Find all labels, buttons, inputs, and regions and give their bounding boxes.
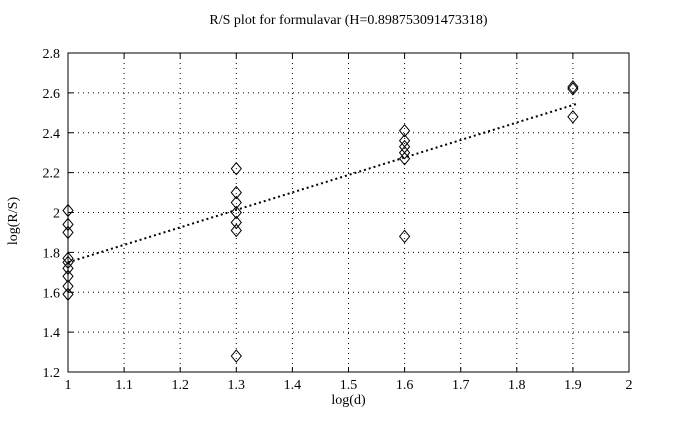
data-point-marker [230,223,242,238]
x-tick-label: 1 [65,378,72,393]
data-point-marker [398,123,411,138]
data-point-marker [567,110,579,124]
data-point-marker [230,195,242,210]
x-tick-label: 2 [626,378,633,393]
data-point-marker [62,203,74,218]
x-tick-label: 1.8 [508,378,526,393]
y-tick-label: 1.8 [43,246,61,261]
data-point-marker [398,139,411,154]
x-tick-label: 1.6 [396,378,414,393]
y-tick-label: 1.6 [43,286,61,301]
x-tick-label: 1.4 [284,378,302,393]
data-point-marker [230,349,242,363]
data-point-marker [62,287,74,302]
data-point-marker [398,151,411,166]
y-tick-label: 2 [53,207,60,222]
data-point-marker [230,161,242,176]
data-point-marker [230,205,242,220]
y-tick-label: 2.2 [43,167,61,182]
data-point-marker [62,251,74,266]
data-point-marker [398,229,411,244]
data-point-marker [398,133,411,148]
x-axis-label: log(d) [331,393,366,408]
y-tick-label: 1.4 [43,326,61,341]
data-point-marker [567,80,579,94]
data-point-marker [398,145,411,160]
data-point-marker [567,82,579,96]
x-tick-label: 1.2 [171,378,189,393]
fit-line [67,102,578,264]
data-point-marker [62,255,74,270]
chart-title: R/S plot for formulavar (H=0.89875309147… [209,13,488,28]
x-tick-label: 1.5 [340,378,358,393]
x-tick-label: 1.7 [452,378,470,393]
data-point-marker [62,269,74,284]
y-tick-label: 2.8 [43,47,61,62]
x-tick-label: 1.9 [564,378,582,393]
y-tick-label: 2.4 [43,127,61,142]
y-axis-label: log(R/S) [6,196,21,246]
y-tick-label: 2.6 [43,87,61,102]
data-point-marker [230,185,242,200]
data-point-marker [62,225,74,240]
x-tick-label: 1.1 [115,378,133,393]
x-tick-label: 1.3 [228,378,246,393]
y-tick-label: 1.2 [43,366,61,381]
